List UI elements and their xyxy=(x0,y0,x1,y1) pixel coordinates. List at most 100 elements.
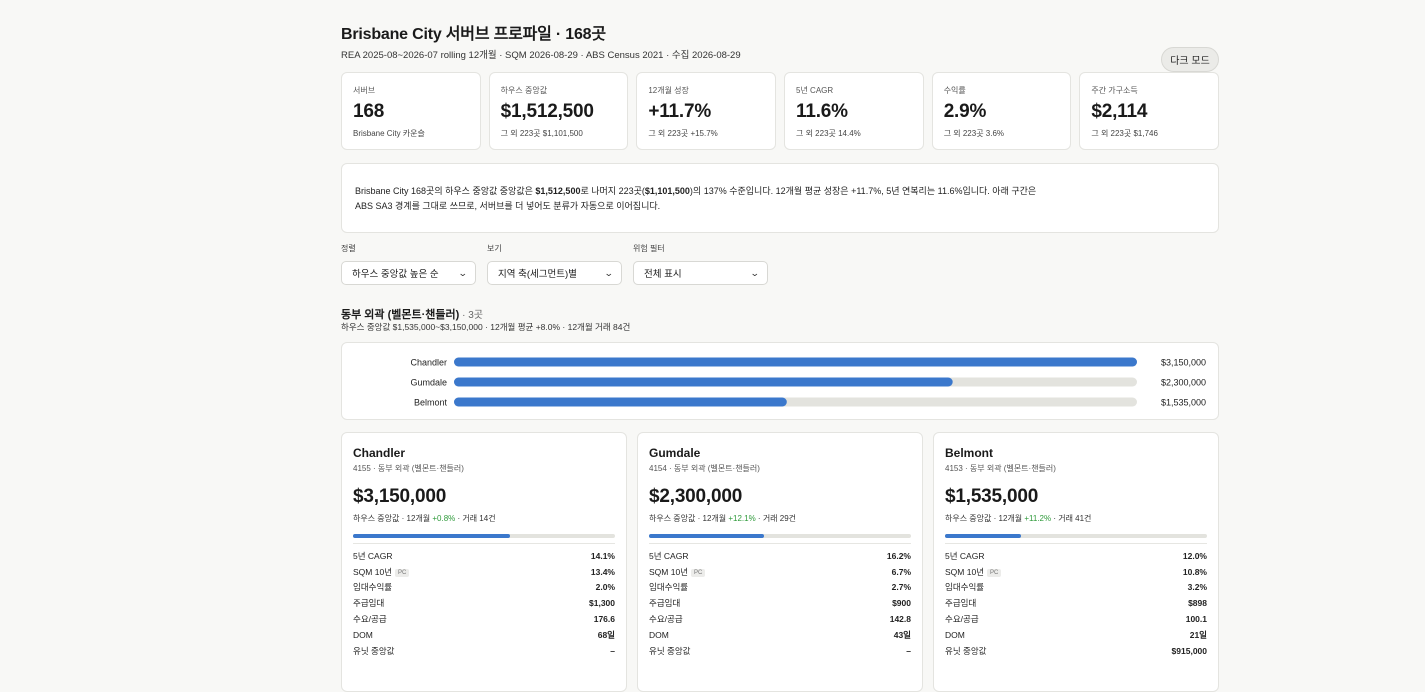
bar-category-label: Chandler xyxy=(410,358,447,368)
metric-label: 5년 CAGR xyxy=(945,550,985,561)
risk-select[interactable]: 전체 표시 ⌄ xyxy=(633,261,768,285)
metric-value: $900 xyxy=(892,598,911,609)
info-text: 하우스 중앙값 · 12개월 xyxy=(945,514,1025,523)
stat-card-5y-cagr: 5년 CAGR 11.6% 그 외 223곳 14.4% xyxy=(784,72,924,150)
stat-subtext: 그 외 223곳 3.6% xyxy=(943,129,1005,138)
metric-value: 142.8 xyxy=(889,614,911,625)
progress-fill xyxy=(945,534,1021,538)
suburb-card[interactable]: Gumdale 4154 · 동부 외곽 (벨몬트·챈들러) $2,300,00… xyxy=(637,432,923,692)
progress-bar xyxy=(945,534,1207,538)
metric-row: 5년 CAGR 12.0% xyxy=(945,548,1207,564)
bar-gumdale[interactable] xyxy=(454,377,953,387)
suburb-info: 하우스 중앙값 · 12개월 +0.8% · 거래 14건 xyxy=(353,513,615,524)
metric-value: – xyxy=(906,645,911,656)
stat-card-yield: 수익률 2.9% 그 외 223곳 3.6% xyxy=(931,72,1072,150)
stat-value: $2,114 xyxy=(1091,101,1148,122)
suburb-card[interactable]: Belmont 4153 · 동부 외곽 (벨몬트·챈들러) $1,535,00… xyxy=(933,432,1219,692)
stat-value: 2.9% xyxy=(943,101,987,122)
stat-value: 11.6% xyxy=(796,101,848,122)
metric-row: 주급임대 $900 xyxy=(649,595,911,611)
stat-label: 수익률 xyxy=(943,86,966,95)
bar-category-label: Belmont xyxy=(414,398,448,408)
metric-label: 주급임대 xyxy=(353,598,385,609)
metric-label: 5년 CAGR xyxy=(649,550,689,561)
bar-category-label: Gumdale xyxy=(410,378,447,388)
info-text: 하우스 중앙값 · 12개월 xyxy=(649,514,729,523)
suburb-name: Chandler xyxy=(353,446,406,460)
divider xyxy=(353,543,615,544)
stat-label: 서버브 xyxy=(353,86,376,95)
stat-card-suburbs: 서버브 168 Brisbane City 카운슬 xyxy=(341,72,481,150)
view-select[interactable]: 지역 축(세그먼트)별 ⌄ xyxy=(487,261,622,285)
metric-label: 주급임대 xyxy=(649,598,681,609)
growth-value: +12.1% xyxy=(728,514,756,523)
progress-fill xyxy=(353,534,511,538)
metric-label: SQM 10년 xyxy=(945,566,984,577)
stat-subtext: 그 외 223곳 +15.7% xyxy=(648,129,718,138)
metric-value: 68일 xyxy=(597,629,615,640)
stat-label: 12개월 성장 xyxy=(648,86,689,95)
stat-label: 주간 가구소득 xyxy=(1091,86,1138,95)
sort-select[interactable]: 하우스 중앙값 높은 순 ⌄ xyxy=(341,261,476,285)
metric-value: $1,300 xyxy=(589,598,615,609)
stat-label: 5년 CAGR xyxy=(796,86,834,95)
metric-row: 수요/공급 142.8 xyxy=(649,611,911,627)
metric-value: 13.4% xyxy=(590,566,615,577)
summary-panel: Brisbane City 168곳의 하우스 중앙값 중앙값은 $1,512,… xyxy=(341,163,1219,233)
bar-chandler[interactable] xyxy=(454,357,1137,367)
sort-filter: 정렬 하우스 중앙값 높은 순 ⌄ xyxy=(341,243,476,285)
stat-value: 168 xyxy=(353,101,385,122)
metric-row: SQM 10년 PC 6.7% xyxy=(649,564,911,580)
dark-mode-button[interactable]: 다크 모드 xyxy=(1161,47,1219,72)
suburb-card[interactable]: Chandler 4155 · 동부 외곽 (벨몬트·챈들러) $3,150,0… xyxy=(341,432,627,692)
metric-row: 5년 CAGR 14.1% xyxy=(353,548,615,564)
bar-value-label: $3,150,000 xyxy=(1161,358,1206,368)
chevron-down-icon: ⌄ xyxy=(604,267,615,278)
suburb-price: $2,300,000 xyxy=(649,486,743,507)
summary-text: Brisbane City 168곳의 하우스 중앙값 중앙값은 xyxy=(355,186,536,196)
bar-belmont[interactable] xyxy=(454,397,787,407)
metric-row: DOM 68일 xyxy=(353,627,615,643)
metric-value: 12.0% xyxy=(1182,550,1207,561)
metric-label: 임대수익률 xyxy=(945,582,985,593)
summary-highlight: $1,101,500 xyxy=(644,186,690,196)
progress-bar xyxy=(353,534,615,538)
segment-count: · 3곳 xyxy=(459,310,483,321)
metric-label: SQM 10년 xyxy=(353,566,392,577)
summary-highlight: $1,512,500 xyxy=(535,186,581,196)
suburb-price: $1,535,000 xyxy=(945,486,1039,507)
info-text: · 거래 29건 xyxy=(755,514,797,523)
metric-label: 임대수익률 xyxy=(353,582,393,593)
metric-label: 5년 CAGR xyxy=(353,550,393,561)
metric-row: 임대수익률 3.2% xyxy=(945,580,1207,596)
stat-subtext: 그 외 223곳 $1,101,500 xyxy=(500,129,583,138)
metric-row: 유닛 중앙값 – xyxy=(353,643,615,659)
stat-card-12m-growth: 12개월 성장 +11.7% 그 외 223곳 +15.7% xyxy=(636,72,777,150)
metric-value: $898 xyxy=(1188,598,1207,609)
suburb-location: 4155 · 동부 외곽 (벨몬트·챈들러) xyxy=(353,464,464,473)
suburb-cards: Chandler 4155 · 동부 외곽 (벨몬트·챈들러) $3,150,0… xyxy=(341,432,1219,692)
info-text: 하우스 중앙값 · 12개월 xyxy=(353,514,433,523)
metric-row: 유닛 중앙값 $915,000 xyxy=(945,643,1207,659)
metric-value: 10.8% xyxy=(1182,566,1207,577)
metric-row: SQM 10년 PC 13.4% xyxy=(353,564,615,580)
metric-value: – xyxy=(610,645,615,656)
metric-label: DOM xyxy=(945,629,965,640)
select-value: 하우스 중앙값 높은 순 xyxy=(352,269,439,280)
metric-row: 주급임대 $898 xyxy=(945,595,1207,611)
metric-label: SQM 10년 xyxy=(649,566,688,577)
metric-rows: 5년 CAGR 14.1% SQM 10년 PC 13.4% 임대수익률 2.0% 주급… xyxy=(353,548,615,659)
metric-row: DOM 21일 xyxy=(945,627,1207,643)
metric-value: 2.0% xyxy=(595,582,615,593)
stat-subtext: Brisbane City 카운슬 xyxy=(353,129,425,138)
data-source-line: REA 2025-08~2026-07 rolling 12개월 · SQM 2… xyxy=(341,50,741,61)
stat-card-weekly-income: 주간 가구소득 $2,114 그 외 223곳 $1,746 xyxy=(1079,72,1220,150)
view-filter: 보기 지역 축(세그먼트)별 ⌄ xyxy=(487,243,622,285)
bar-value-label: $1,535,000 xyxy=(1161,398,1206,408)
stat-subtext: 그 외 223곳 $1,746 xyxy=(1091,129,1158,138)
progress-fill xyxy=(649,534,765,538)
filter-label: 정렬 xyxy=(341,244,356,253)
metric-value: $915,000 xyxy=(1171,645,1207,656)
pc-badge: PC xyxy=(395,568,410,577)
metric-label: 주급임대 xyxy=(945,598,977,609)
